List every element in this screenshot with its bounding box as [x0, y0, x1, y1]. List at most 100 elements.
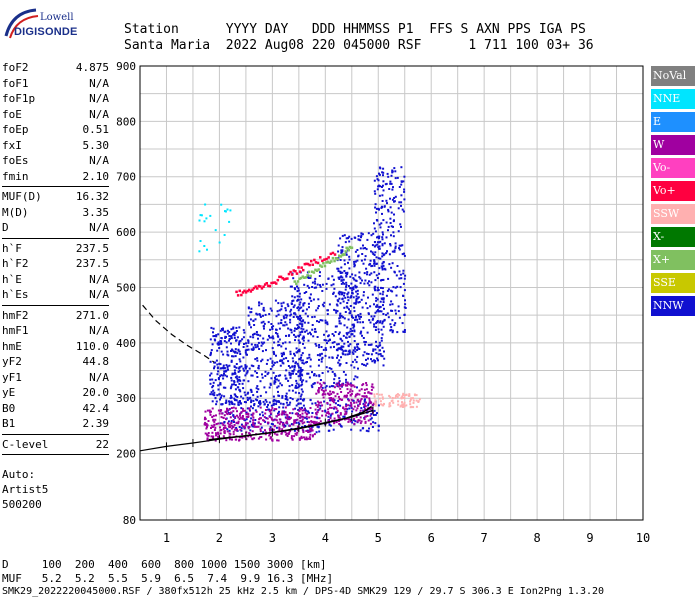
data-point-nnw — [374, 413, 377, 416]
data-point-w — [335, 407, 338, 410]
data-point-w — [204, 432, 207, 435]
data-point-w — [359, 409, 362, 412]
data-point-nnw — [347, 261, 349, 264]
data-point-vo — [295, 272, 299, 275]
data-point-nnw — [381, 355, 384, 358]
data-point-nnw — [391, 319, 394, 322]
data-point-nnw — [327, 339, 330, 342]
data-point-nnw — [215, 403, 218, 406]
data-point-nnw — [223, 372, 225, 375]
data-point-nnw — [252, 348, 255, 350]
data-point-nnw — [276, 332, 279, 335]
data-point-nne — [214, 229, 217, 232]
data-point-ssw — [391, 397, 394, 399]
data-point-nnw — [370, 417, 373, 420]
data-point-nnw — [293, 368, 296, 371]
data-point-w — [272, 428, 275, 431]
data-point-nnw — [238, 341, 241, 344]
data-point-vo — [251, 288, 254, 291]
data-point-w — [249, 435, 252, 438]
data-point-nnw — [333, 381, 336, 384]
data-point-nnw — [241, 382, 244, 385]
data-point-nnw — [282, 406, 285, 409]
data-point-w — [285, 433, 288, 436]
data-point-nnw — [353, 310, 356, 313]
data-point-x — [339, 255, 343, 258]
data-point-nnw — [272, 325, 275, 328]
data-point-nnw — [333, 341, 336, 344]
data-point-ssw — [389, 396, 392, 399]
data-point-nnw — [211, 378, 214, 381]
data-point-nnw — [256, 344, 259, 347]
data-point-w — [318, 422, 321, 424]
data-point-nnw — [403, 188, 406, 191]
data-point-w — [345, 407, 348, 410]
data-point-nnw — [324, 354, 327, 357]
data-point-nnw — [340, 291, 342, 294]
data-point-w — [209, 413, 212, 416]
data-point-nnw — [263, 327, 265, 330]
data-point-nnw — [303, 346, 306, 349]
data-point-nnw — [237, 370, 240, 373]
data-point-nnw — [256, 359, 259, 362]
data-point-nnw — [290, 423, 293, 426]
data-point-w — [360, 388, 363, 391]
data-point-ssw — [412, 406, 415, 409]
x-tick-label: 6 — [428, 531, 435, 545]
data-point-nnw — [349, 287, 352, 290]
data-point-nnw — [210, 349, 213, 352]
y-tick-label: 500 — [116, 281, 136, 294]
data-point-nnw — [273, 361, 276, 364]
data-point-nnw — [346, 271, 349, 274]
data-point-nnw — [268, 386, 271, 389]
data-point-nnw — [294, 407, 297, 410]
data-point-nnw — [269, 357, 272, 360]
data-point-w — [212, 419, 215, 422]
data-point-nnw — [340, 345, 343, 348]
data-point-w — [228, 438, 231, 441]
data-point-nnw — [283, 324, 286, 327]
data-point-nnw — [354, 350, 357, 353]
data-point-nnw — [297, 370, 300, 373]
data-point-nnw — [256, 333, 258, 336]
data-point-w — [264, 412, 267, 415]
data-point-nnw — [345, 237, 348, 240]
data-point-nnw — [256, 385, 259, 388]
data-point-nnw — [231, 383, 234, 386]
data-point-nnw — [230, 420, 233, 422]
data-point-w — [232, 410, 235, 413]
data-point-nnw — [339, 302, 342, 305]
param-value: 22 — [95, 437, 109, 451]
data-point-nnw — [371, 360, 374, 363]
data-point-w — [237, 422, 240, 425]
data-point-nnw — [374, 422, 377, 425]
data-point-nnw — [372, 349, 375, 352]
data-point-nnw — [378, 172, 380, 175]
data-point-nnw — [402, 269, 405, 272]
data-point-nnw — [233, 393, 236, 396]
data-point-w — [330, 397, 333, 399]
data-point-nnw — [368, 263, 371, 266]
data-point-nnw — [288, 403, 291, 406]
data-point-nnw — [253, 324, 256, 326]
data-point-nnw — [266, 359, 269, 362]
data-point-nnw — [247, 306, 250, 309]
data-point-nnw — [279, 382, 282, 385]
data-point-nnw — [250, 401, 253, 404]
data-point-vo — [327, 256, 330, 259]
data-point-nnw — [221, 329, 224, 332]
data-point-nnw — [292, 306, 295, 309]
data-point-w — [319, 382, 322, 385]
data-point-ssw — [379, 400, 382, 403]
data-point-nnw — [280, 384, 283, 387]
data-point-nnw — [355, 300, 358, 303]
data-point-nnw — [372, 253, 375, 255]
data-point-nnw — [373, 254, 376, 256]
data-point-nnw — [224, 386, 227, 389]
data-point-nnw — [345, 305, 348, 308]
data-point-nnw — [351, 289, 354, 292]
param-key: D — [2, 221, 9, 234]
param-row: foF1 N/A — [2, 76, 109, 92]
param-key: foEp — [2, 123, 29, 136]
data-point-nnw — [342, 370, 345, 373]
